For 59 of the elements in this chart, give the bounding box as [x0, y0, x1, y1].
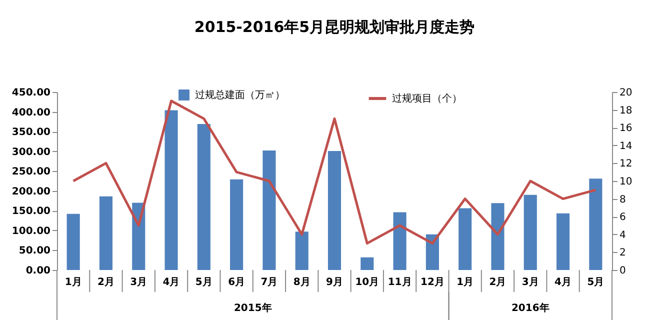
y2-tick-label: 8 [620, 194, 626, 206]
bar [99, 196, 112, 270]
bar [164, 110, 178, 270]
y2-tick-label: 0 [620, 266, 626, 276]
x-tick-label: 6月 [228, 277, 246, 288]
bar [556, 213, 570, 270]
text: 2016年 [511, 302, 550, 314]
bar [426, 234, 439, 270]
bar [66, 214, 80, 270]
y-tick-label: 350.00 [12, 127, 51, 138]
y-tick-label: 400.00 [12, 107, 51, 118]
y-tick-label: 450.00 [12, 88, 51, 98]
y-tick-label: 150.00 [12, 206, 51, 218]
x-tick-label: 3月 [522, 277, 539, 288]
x-tick-label: 8月 [293, 277, 310, 288]
bar [589, 178, 602, 270]
y2-tick-label: 10 [620, 176, 632, 188]
bar [524, 194, 537, 270]
chart-title: 2015-2016年5月昆明规划审批月度走势 [194, 18, 475, 36]
y2-tick-label: 12 [620, 158, 632, 170]
x-tick-label: 11月 [388, 277, 412, 288]
bar [360, 257, 374, 270]
y2-tick-label: 20 [620, 88, 632, 98]
y-tick-label: 300.00 [12, 146, 51, 158]
y2-tick-label: 14 [620, 140, 632, 152]
text: 2015年 [234, 302, 272, 314]
x-tick-label: 5月 [587, 277, 604, 288]
x-tick-label: 4月 [554, 277, 572, 288]
x-tick-label: 4月 [162, 277, 180, 288]
y2-tick-label: 18 [620, 105, 632, 116]
y-tick-label: 0.00 [26, 266, 51, 276]
y2-tick-label: 6 [620, 212, 626, 224]
bar [230, 179, 244, 270]
y-tick-label: 50.00 [18, 246, 51, 257]
bar [262, 150, 276, 270]
legend-label: 过规总建面（万㎡） [195, 89, 285, 101]
bar [328, 150, 342, 270]
y-tick-label: 100.00 [12, 226, 51, 237]
x-tick-label: 10月 [355, 277, 380, 288]
legend-label: 过规项目（个） [392, 92, 462, 104]
y-tick-label: 250.00 [12, 166, 51, 178]
x-tick-label: 1月 [64, 277, 82, 288]
bar [458, 208, 472, 270]
bar [295, 232, 308, 270]
y2-tick-label: 4 [620, 230, 626, 241]
x-tick-label: 2月 [97, 277, 114, 288]
bar [197, 124, 210, 270]
y2-tick-label: 16 [620, 123, 632, 134]
x-tick-label: 3月 [130, 277, 148, 288]
x-tick-label: 1月 [456, 277, 474, 288]
x-tick-label: 5月 [195, 277, 212, 288]
y-tick-label: 200.00 [12, 186, 51, 198]
x-tick-label: 2月 [489, 277, 506, 288]
bar [393, 212, 406, 270]
x-tick-label: 12月 [420, 277, 444, 288]
x-tick-label: 7月 [260, 277, 278, 288]
y2-tick-label: 2 [620, 248, 626, 259]
bar [491, 203, 504, 270]
x-tick-label: 9月 [326, 277, 343, 288]
